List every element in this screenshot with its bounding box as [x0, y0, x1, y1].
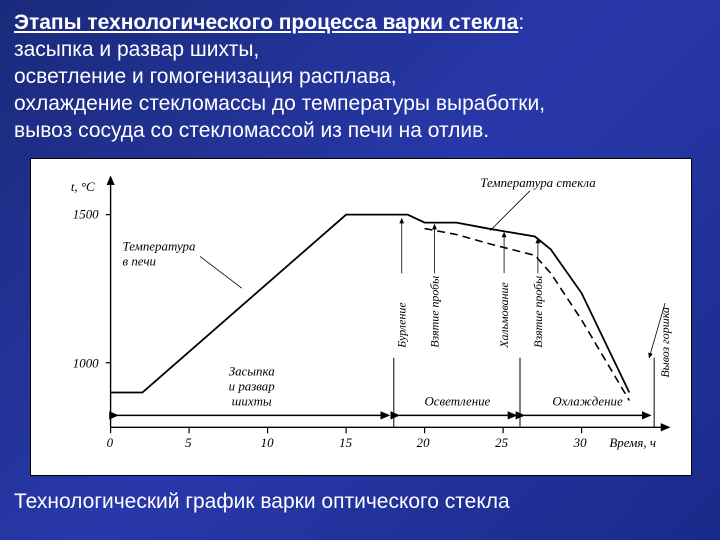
- svg-text:20: 20: [417, 436, 430, 451]
- stage-label-2: Осветление: [424, 394, 490, 409]
- svg-text:30: 30: [573, 436, 587, 451]
- ann-halmovanie: Хальмование: [497, 282, 511, 349]
- ann-vyvoz: Вывоз горшка: [658, 307, 672, 378]
- svg-text:25: 25: [495, 436, 508, 451]
- label-furnace-1: Температура: [123, 239, 196, 254]
- label-glass: Температура стекла: [480, 175, 595, 190]
- heading-line-3: охлаждение стекломассы до температуры вы…: [14, 91, 706, 118]
- heading-line-4: вывоз сосуда со стекломассой из печи на …: [14, 118, 706, 145]
- ann-proba-2: Взятие пробы: [531, 276, 545, 348]
- ann-proba-1: Взятие пробы: [428, 276, 442, 348]
- ann-burlenie: Бурление: [395, 302, 409, 349]
- y-axis-label: t, °C: [71, 179, 95, 194]
- label-furnace-2: в печи: [123, 254, 156, 269]
- svg-text:15: 15: [339, 436, 352, 451]
- svg-text:10: 10: [261, 436, 274, 451]
- chart-svg: 1000 1500 t, °C 0 5 10 15 20 25 30 Время…: [31, 159, 691, 475]
- heading-line-1: засыпка и развар шихты,: [14, 37, 706, 64]
- heading-block: Этапы технологического процесса варки ст…: [0, 0, 720, 148]
- stage-label-1b: и развар: [229, 379, 276, 394]
- stage-label-1c: шихты: [232, 394, 272, 409]
- stage-label-3: Охлаждение: [552, 394, 623, 409]
- stage-label-1a: Засыпка: [229, 364, 275, 379]
- x-ticks: 0 5 10 15 20 25 30: [107, 428, 587, 451]
- series-glass: [425, 229, 630, 401]
- chart-caption: Технологический график варки оптического…: [0, 484, 720, 520]
- ytick-1000: 1000: [73, 356, 99, 371]
- page-title: Этапы технологического процесса варки ст…: [14, 11, 518, 34]
- heading-line-2: осветление и гомогенизация расплава,: [14, 64, 706, 91]
- ytick-1500: 1500: [73, 207, 99, 222]
- svg-text:5: 5: [185, 436, 192, 451]
- svg-text:0: 0: [107, 436, 114, 451]
- title-colon: :: [518, 11, 524, 34]
- chart-container: 1000 1500 t, °C 0 5 10 15 20 25 30 Время…: [30, 158, 692, 476]
- x-axis-label: Время, ч: [609, 436, 656, 451]
